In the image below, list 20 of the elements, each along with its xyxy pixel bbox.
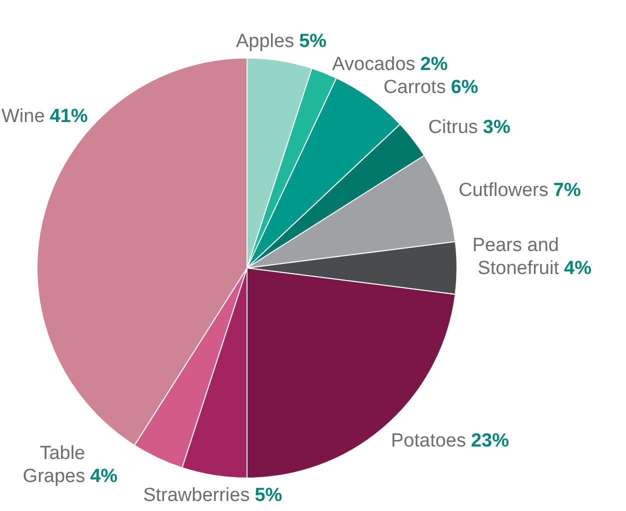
data-label: 41%: [50, 106, 88, 127]
data-label: 23%: [470, 430, 510, 452]
data-label: 2%: [420, 54, 448, 75]
data-label: 4%: [564, 258, 592, 279]
data-label: 5%: [254, 485, 282, 506]
data-label: 4%: [90, 466, 118, 488]
slice-label: Avocados: [332, 54, 416, 75]
slice-label: Carrots: [384, 76, 446, 98]
data-label: 5%: [299, 30, 327, 52]
slice-label: Pears and Stonefruit: [472, 235, 560, 279]
slice-label: Cutflowers: [458, 180, 548, 202]
slice-label: Table Grapes: [22, 443, 86, 488]
data-label: 6%: [450, 76, 478, 98]
data-label: 7%: [553, 180, 581, 202]
slice-label: Potatoes: [390, 430, 466, 452]
slice-label: Apples: [236, 30, 294, 52]
slice-label: Citrus: [428, 117, 478, 138]
data-label: 3%: [482, 117, 510, 138]
slice-label: Strawberries: [143, 485, 250, 506]
slice-label: Wine: [2, 106, 45, 127]
